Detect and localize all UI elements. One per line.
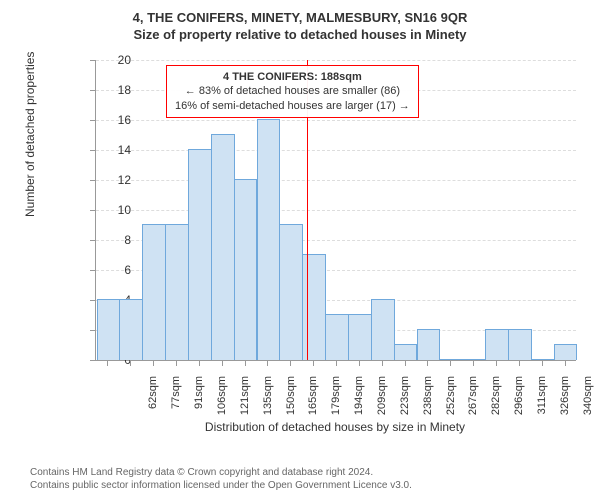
x-tick xyxy=(267,360,268,366)
histogram-bar xyxy=(417,329,441,360)
y-tick xyxy=(90,180,96,181)
y-tick-label: 10 xyxy=(101,203,131,217)
gridline xyxy=(96,210,576,211)
gridline xyxy=(96,60,576,61)
annotation-line: ← 83% of detached houses are smaller (86… xyxy=(175,84,410,98)
histogram-bar xyxy=(234,179,258,360)
x-tick xyxy=(336,360,337,366)
page-title-line1: 4, THE CONIFERS, MINETY, MALMESBURY, SN1… xyxy=(0,0,600,25)
y-tick xyxy=(90,360,96,361)
plot-area: 0246810121416182062sqm77sqm91sqm106sqm12… xyxy=(95,60,576,361)
footer-line1: Contains HM Land Registry data © Crown c… xyxy=(30,466,412,479)
x-tick xyxy=(290,360,291,366)
y-tick-label: 14 xyxy=(101,143,131,157)
x-tick xyxy=(245,360,246,366)
x-tick-label: 135sqm xyxy=(262,376,274,426)
histogram-bar xyxy=(142,224,166,360)
histogram-bar xyxy=(371,299,395,360)
annotation-line: 4 THE CONIFERS: 188sqm xyxy=(175,70,410,84)
x-tick xyxy=(542,360,543,366)
y-tick xyxy=(90,300,96,301)
y-tick xyxy=(90,330,96,331)
x-tick xyxy=(427,360,428,366)
x-tick-label: 106sqm xyxy=(216,376,228,426)
footer-attribution: Contains HM Land Registry data © Crown c… xyxy=(30,466,412,492)
x-tick xyxy=(153,360,154,366)
footer-line2: Contains public sector information licen… xyxy=(30,479,412,492)
x-tick xyxy=(359,360,360,366)
x-tick xyxy=(313,360,314,366)
y-tick xyxy=(90,240,96,241)
x-tick xyxy=(130,360,131,366)
y-tick-label: 6 xyxy=(101,263,131,277)
histogram-bar xyxy=(325,314,349,360)
histogram-bar xyxy=(97,299,121,360)
histogram-bar xyxy=(119,299,143,360)
x-axis-label: Distribution of detached houses by size … xyxy=(95,420,575,434)
x-tick-label: 311sqm xyxy=(536,376,548,426)
histogram-bar xyxy=(348,314,372,360)
gridline xyxy=(96,150,576,151)
x-tick xyxy=(382,360,383,366)
x-tick-label: 179sqm xyxy=(330,376,342,426)
x-tick-label: 340sqm xyxy=(582,376,594,426)
x-tick-label: 209sqm xyxy=(376,376,388,426)
x-tick xyxy=(199,360,200,366)
histogram-bar xyxy=(165,224,189,360)
x-tick-label: 282sqm xyxy=(490,376,502,426)
x-tick-label: 326sqm xyxy=(559,376,571,426)
x-tick-label: 77sqm xyxy=(170,376,182,426)
histogram-bar xyxy=(211,134,235,360)
histogram-bar xyxy=(279,224,303,360)
x-tick xyxy=(519,360,520,366)
x-tick-label: 223sqm xyxy=(399,376,411,426)
histogram-bar xyxy=(485,329,509,360)
y-tick-label: 8 xyxy=(101,233,131,247)
y-tick xyxy=(90,90,96,91)
x-tick xyxy=(405,360,406,366)
histogram-bar xyxy=(257,119,281,360)
y-tick xyxy=(90,120,96,121)
y-tick xyxy=(90,150,96,151)
histogram-bar xyxy=(508,329,532,360)
x-tick xyxy=(473,360,474,366)
annotation-line: 16% of semi-detached houses are larger (… xyxy=(175,99,410,113)
y-tick-label: 16 xyxy=(101,113,131,127)
gridline xyxy=(96,120,576,121)
x-tick-label: 165sqm xyxy=(307,376,319,426)
x-tick xyxy=(565,360,566,366)
histogram-bar xyxy=(394,344,418,360)
x-tick-label: 238sqm xyxy=(422,376,434,426)
x-tick-label: 62sqm xyxy=(147,376,159,426)
histogram-bar xyxy=(554,344,578,360)
annotation-box: 4 THE CONIFERS: 188sqm← 83% of detached … xyxy=(166,65,419,118)
y-tick-label: 18 xyxy=(101,83,131,97)
histogram-bar xyxy=(302,254,326,360)
y-tick xyxy=(90,210,96,211)
x-tick xyxy=(176,360,177,366)
x-tick-label: 150sqm xyxy=(285,376,297,426)
y-tick-label: 20 xyxy=(101,53,131,67)
histogram-bar xyxy=(188,149,212,360)
x-tick-label: 194sqm xyxy=(353,376,365,426)
y-tick xyxy=(90,270,96,271)
x-tick xyxy=(107,360,108,366)
y-tick xyxy=(90,60,96,61)
x-tick-label: 267sqm xyxy=(467,376,479,426)
histogram-chart: Number of detached properties 0246810121… xyxy=(55,60,575,400)
gridline xyxy=(96,180,576,181)
x-tick xyxy=(496,360,497,366)
page-title-line2: Size of property relative to detached ho… xyxy=(0,25,600,42)
y-tick-label: 12 xyxy=(101,173,131,187)
x-tick-label: 296sqm xyxy=(513,376,525,426)
x-tick xyxy=(450,360,451,366)
x-tick-label: 91sqm xyxy=(193,376,205,426)
y-axis-label: Number of detached properties xyxy=(23,52,37,217)
x-tick-label: 121sqm xyxy=(239,376,251,426)
x-tick xyxy=(222,360,223,366)
x-tick-label: 252sqm xyxy=(445,376,457,426)
